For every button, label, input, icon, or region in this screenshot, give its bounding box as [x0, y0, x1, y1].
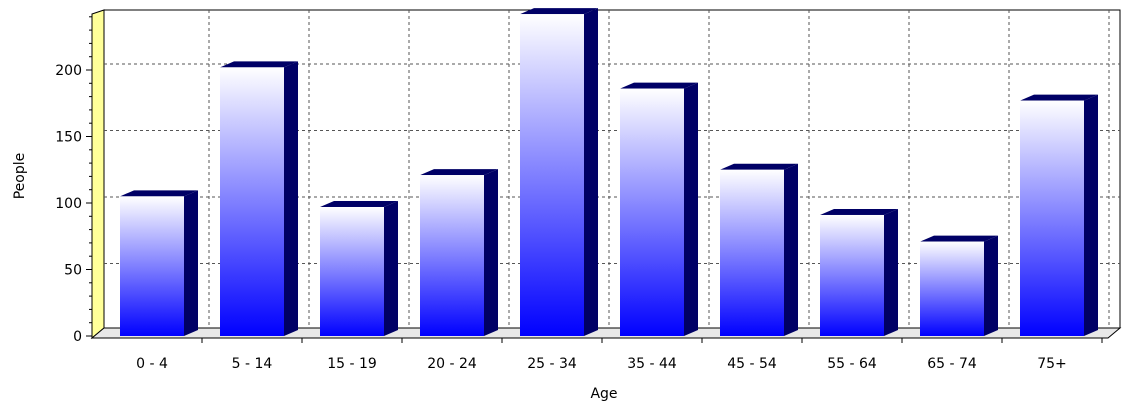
x-tick-label: 0 - 4	[136, 356, 168, 372]
y-tick-label: 0	[73, 329, 82, 345]
y-axis-title: People	[12, 153, 28, 200]
x-tick-label: 65 - 74	[927, 356, 977, 372]
bar-front	[620, 88, 684, 337]
bar	[1020, 94, 1098, 336]
bar	[620, 82, 698, 337]
bar-top	[520, 8, 598, 15]
bar-front	[920, 241, 984, 336]
bar-front	[420, 175, 484, 336]
bar-front	[220, 67, 284, 336]
x-tick-label: 55 - 64	[827, 356, 877, 372]
y-tick-label: 100	[55, 196, 82, 212]
y-tick-label: 50	[64, 263, 82, 279]
x-tick-label: 5 - 14	[232, 356, 273, 372]
x-tick-label: 45 - 54	[727, 356, 777, 372]
y-tick-label: 150	[55, 130, 82, 146]
bar-top	[620, 82, 698, 89]
x-tick-label: 25 - 34	[527, 356, 577, 372]
x-axis-title: Age	[590, 386, 617, 402]
bar	[720, 163, 798, 336]
bar	[220, 61, 298, 337]
bar-side	[684, 82, 698, 337]
x-tick-label: 15 - 19	[327, 356, 377, 372]
bar-side	[484, 169, 498, 336]
bar-side	[884, 208, 898, 336]
bar	[920, 235, 998, 336]
bar-side	[584, 8, 598, 336]
x-tick-label: 20 - 24	[427, 356, 477, 372]
bar	[420, 169, 498, 336]
bar	[120, 190, 198, 336]
bar-top	[120, 190, 198, 197]
y-axis: 0 50 100 150 200	[55, 14, 93, 345]
bar-front	[1020, 100, 1084, 336]
bar-side	[1084, 94, 1098, 336]
x-tick-label: 35 - 44	[627, 356, 677, 372]
bar-front	[820, 214, 884, 336]
bar-side	[184, 190, 198, 336]
bar-top	[1020, 94, 1098, 101]
bar-front	[120, 196, 184, 336]
bar	[320, 200, 398, 336]
bar-top	[920, 235, 998, 242]
bar	[520, 8, 598, 336]
bar-side	[284, 61, 298, 337]
bar-top	[720, 163, 798, 170]
bar-side	[784, 163, 798, 336]
bar-top	[320, 200, 398, 207]
bar-side	[384, 200, 398, 336]
bar	[820, 208, 898, 336]
bar-front	[320, 206, 384, 336]
bar-top	[420, 169, 498, 176]
y-tick-label: 200	[55, 63, 82, 79]
bar-side	[984, 235, 998, 336]
bar-front	[520, 14, 584, 336]
chart-left-wall	[91, 9, 105, 340]
bars	[120, 8, 1098, 337]
bar-front	[720, 169, 784, 336]
bar-top	[220, 61, 298, 68]
x-axis: 0 - 4 5 - 14 15 - 19 20 - 24 25 - 34 35 - 44 4…	[136, 338, 1103, 372]
x-tick-label: 75+	[1037, 356, 1067, 372]
bar-top	[820, 208, 898, 215]
